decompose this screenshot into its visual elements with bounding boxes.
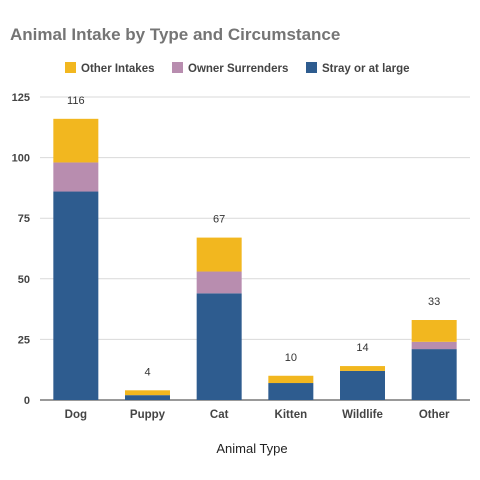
bar-dog-owner-surrenders <box>53 162 99 192</box>
y-axis-ticks: 0 25 50 75 100 125 <box>12 92 30 407</box>
legend-label: Owner Surrenders <box>188 63 288 75</box>
bar-cat-stray-or-at-large <box>196 293 242 400</box>
bars <box>53 118 457 400</box>
legend-swatch <box>172 62 183 73</box>
x-tick-label-dog: Dog <box>65 409 87 421</box>
bar-kitten-stray-or-at-large <box>268 383 314 400</box>
x-tick-label-wildlife: Wildlife <box>342 409 383 421</box>
total-label-dog: 116 <box>67 95 85 107</box>
bar-cat-owner-surrenders <box>196 271 242 294</box>
legend-label: Stray or at large <box>322 63 410 75</box>
legend: Other Intakes Owner Surrenders Stray or at… <box>65 62 410 75</box>
total-label-cat: 67 <box>213 214 225 226</box>
y-tick-label: 50 <box>18 274 30 286</box>
y-tick-label: 100 <box>12 153 30 165</box>
bar-dog-other-intakes <box>53 118 99 163</box>
x-tick-label-cat: Cat <box>210 409 229 421</box>
y-tick-label: 0 <box>24 395 30 407</box>
y-tick-label: 125 <box>12 92 30 104</box>
bar-wildlife-stray-or-at-large <box>340 370 385 400</box>
total-label-other: 33 <box>428 296 440 308</box>
legend-swatch <box>306 62 317 73</box>
bar-other-stray-or-at-large <box>411 349 457 400</box>
bar-dog-stray-or-at-large <box>53 191 99 400</box>
legend-item-other-intakes: Other Intakes <box>65 62 155 75</box>
bar-other-owner-surrenders <box>411 341 457 350</box>
total-label-puppy: 4 <box>144 366 150 378</box>
x-axis-ticks: Dog Puppy Cat Kitten Wildlife Other <box>65 409 450 421</box>
total-labels: 116 4 67 10 14 33 <box>67 95 440 378</box>
total-label-kitten: 10 <box>285 352 297 364</box>
x-tick-label-puppy: Puppy <box>130 409 166 421</box>
legend-swatch <box>65 62 76 73</box>
bar-kitten-other-intakes <box>268 375 314 384</box>
x-tick-label-other: Other <box>419 409 450 421</box>
bar-wildlife-other-intakes <box>340 366 385 371</box>
total-label-wildlife: 14 <box>356 342 368 354</box>
x-axis-title: Animal Type <box>216 441 287 456</box>
legend-item-stray-or-at-large: Stray or at large <box>306 62 410 75</box>
bar-puppy-other-intakes <box>125 390 170 396</box>
y-tick-label: 75 <box>18 213 30 225</box>
bar-cat-other-intakes <box>196 237 242 272</box>
x-tick-label-kitten: Kitten <box>275 409 308 421</box>
legend-item-owner-surrenders: Owner Surrenders <box>172 62 288 75</box>
legend-label: Other Intakes <box>81 63 155 75</box>
chart-title: Animal Intake by Type and Circumstance <box>10 25 340 44</box>
grid <box>40 96 470 401</box>
bar-puppy-stray-or-at-large <box>125 395 170 400</box>
y-tick-label: 25 <box>18 334 30 346</box>
bar-other-other-intakes <box>411 320 457 342</box>
